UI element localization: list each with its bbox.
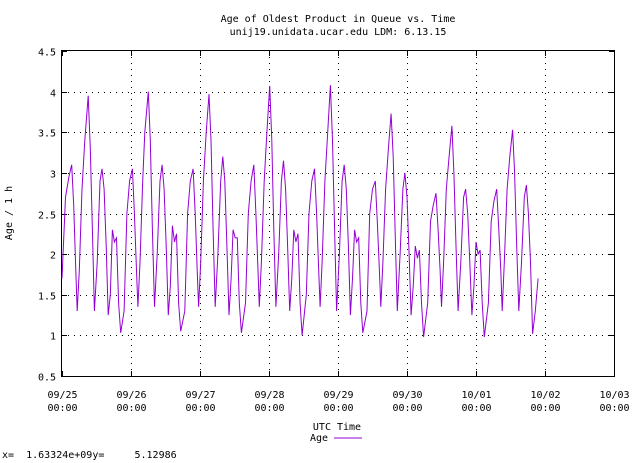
x-tick-label-date: 09/27 xyxy=(185,390,215,401)
x-tick-label-date: 09/30 xyxy=(392,390,422,401)
legend: Age xyxy=(310,433,362,444)
readout-x-value: 1.63324e+09 xyxy=(26,450,93,461)
coordinate-readout: x= 1.63324e+09y= 5.12986 xyxy=(2,450,177,461)
x-tick-label-time: 00:00 xyxy=(530,403,560,414)
x-tick-label-time: 00:00 xyxy=(323,403,353,414)
x-tick-label-date: 10/01 xyxy=(461,390,491,401)
x-tick-label-time: 00:00 xyxy=(185,403,215,414)
x-tick-label-time: 00:00 xyxy=(47,403,77,414)
x-tick-label-date: 09/26 xyxy=(116,390,146,401)
x-tick-label-time: 00:00 xyxy=(392,403,422,414)
readout-y-value: 5.12986 xyxy=(134,450,177,461)
series-layer xyxy=(61,85,539,338)
y-tick-labels: 0.5 1 1.5 2 2.5 3 3.5 4 4.5 xyxy=(38,48,56,384)
readout-y-label: y= xyxy=(92,450,105,461)
x-tick-label-time: 00:00 xyxy=(599,403,629,414)
chart: Age of Oldest Product in Queue vs. Time … xyxy=(4,14,630,444)
x-tick-label-time: 00:00 xyxy=(461,403,491,414)
y-tick-label: 3.5 xyxy=(38,129,56,140)
x-tick-labels: 09/25 00:00 09/26 00:00 09/27 00:00 09/28 00:00… xyxy=(47,390,629,414)
y-axis-label: Age / 1 h xyxy=(4,186,15,240)
y-tick-label: 0.5 xyxy=(38,373,56,384)
x-tick-label-date: 10/02 xyxy=(530,390,560,401)
y-tick-label: 2.5 xyxy=(38,211,56,222)
x-tick-label-time: 00:00 xyxy=(254,403,284,414)
x-tick-label-date: 09/29 xyxy=(323,390,353,401)
x-tick-label-date: 09/28 xyxy=(254,390,284,401)
plot-frame xyxy=(61,50,615,377)
chart-subtitle: unij19.unidata.ucar.edu LDM: 6.13.15 xyxy=(230,27,447,38)
chart-title: Age of Oldest Product in Queue vs. Time xyxy=(221,14,456,25)
readout-x-label: x= xyxy=(2,450,15,461)
y-tick-label: 2 xyxy=(50,251,56,262)
series-line-age xyxy=(61,85,539,338)
x-tick-label-date: 09/25 xyxy=(47,390,77,401)
y-tick-label: 3 xyxy=(50,170,56,181)
y-tick-label: 1 xyxy=(50,332,56,343)
x-axis-label: UTC Time xyxy=(313,422,361,433)
y-tick-label: 1.5 xyxy=(38,292,56,303)
x-tick-label-time: 00:00 xyxy=(116,403,146,414)
y-tick-label: 4 xyxy=(50,89,56,100)
legend-label: Age xyxy=(310,433,328,444)
x-tick-label-date: 10/03 xyxy=(599,390,629,401)
grid xyxy=(62,51,614,376)
y-tick-label: 4.5 xyxy=(38,48,56,59)
